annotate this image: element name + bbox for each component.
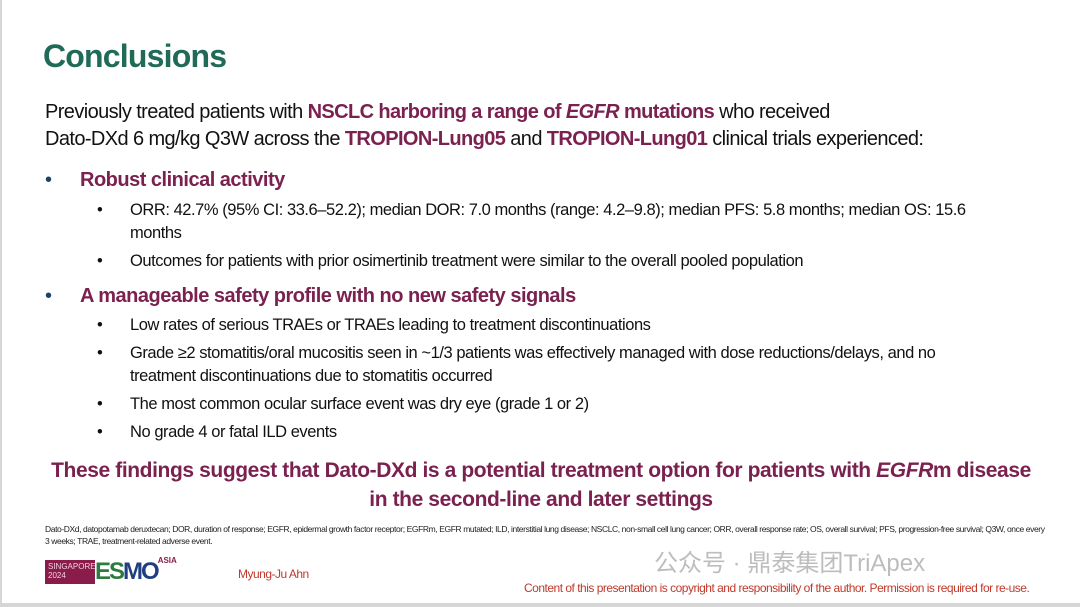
intro-line-1: Previously treated patients with NSCLC h… [45, 101, 830, 124]
list-item: • ORR: 42.7% (95% CI: 33.6–52.2); median … [97, 201, 966, 242]
intro-line-2: Dato-DXd 6 mg/kg Q3W across the TROPION-… [45, 128, 924, 150]
trial-name: TROPION-Lung05 [344, 128, 506, 150]
author-name: Myung-Ju Ahn [238, 567, 309, 581]
list-item: • Outcomes for patients with prior osimer… [97, 252, 804, 270]
watermark: 公众号 · 鼎泰集团TriApex [654, 550, 926, 577]
page-title: Conclusions [43, 38, 227, 74]
footnote: Dato-DXd, datopotamab deruxtecan; DOR, d… [45, 524, 1045, 546]
copyright-notice: Content of this presentation is copyrigh… [524, 581, 1030, 595]
intro-highlight: NSCLC harboring a range of EGFR mutation… [307, 101, 715, 123]
esmo-asia-logo: SINGAPORE 2024 ESMO ASIA [45, 556, 177, 584]
intro-text: who received [714, 101, 830, 123]
intro-text: Previously treated patients with [45, 101, 308, 123]
bullet-safety-profile: • A manageable safety profile with no new… [45, 285, 576, 307]
trial-name: TROPION-Lung01 [546, 128, 708, 150]
conclusion-statement: These findings suggest that Dato-DXd is … [51, 459, 1031, 511]
bullet-clinical-activity: • Robust clinical activity [45, 169, 285, 191]
list-item: • No grade 4 or fatal ILD events [97, 423, 337, 441]
list-item: • Low rates of serious TRAEs or TRAEs lea… [97, 316, 651, 334]
list-item: • The most common ocular surface event wa… [97, 395, 589, 413]
list-item: • Grade ≥2 stomatitis/oral mucositis seen… [97, 344, 936, 385]
